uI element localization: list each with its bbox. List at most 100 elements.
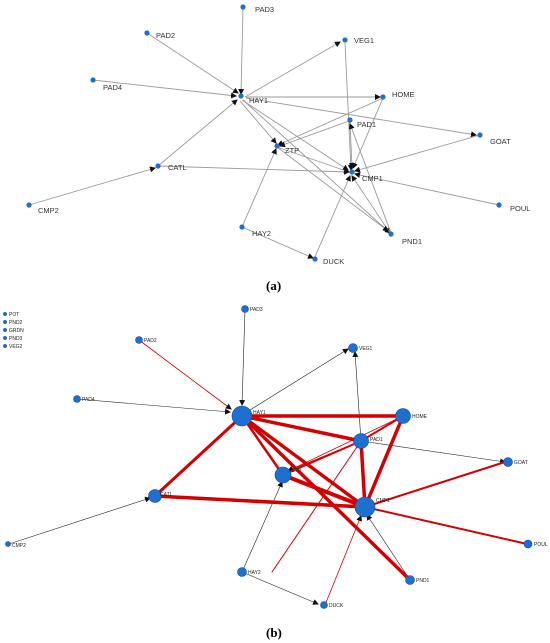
node-goat — [503, 457, 513, 467]
panel-a: PAD3 PAD2 VEG1 PAD4 HAY1 HOME PAD1 GOAT … — [26, 4, 530, 293]
node-isolated-5 — [3, 344, 7, 348]
node-duck — [320, 601, 328, 609]
edge — [364, 461, 506, 508]
label-ztp: ZTP — [292, 468, 302, 474]
label-goat: GOAT — [490, 137, 511, 146]
label-isolated-5: VEG2 — [9, 344, 23, 350]
edge — [242, 99, 391, 234]
edge — [279, 120, 350, 148]
label-duck: DUCK — [329, 603, 344, 609]
edge — [241, 481, 283, 573]
label-veg1: VEG1 — [359, 346, 373, 352]
edge — [241, 99, 349, 171]
edge — [344, 42, 354, 171]
panel-b-thin-red-edges — [138, 339, 404, 606]
label-duck: DUCK — [323, 257, 344, 266]
node-hay1 — [238, 93, 244, 99]
panel-b: POT PND2 GRDN PND3 VEG2 PAD3 PAD2 VEG1 P… — [3, 305, 548, 640]
edge — [157, 165, 350, 175]
edge — [92, 79, 237, 99]
panel-b-black-edges — [8, 309, 506, 605]
node-pad1 — [353, 433, 369, 449]
node-hay2 — [239, 224, 245, 230]
panel-a-labels: PAD3 PAD2 VEG1 PAD4 HAY1 HOME PAD1 GOAT … — [38, 5, 530, 266]
edge — [351, 175, 391, 234]
node-pad3 — [240, 4, 246, 10]
label-catl: CATL — [168, 163, 187, 172]
label-pad2: PAD2 — [156, 31, 175, 40]
edge — [240, 414, 285, 477]
label-isolated-3: GRDN — [9, 328, 24, 334]
node-isolated-3 — [3, 328, 7, 332]
panel-b-nodes — [3, 305, 533, 609]
label-hay1: HAY1 — [249, 96, 268, 105]
isolated-labels: POT PND2 GRDN PND3 VEG2 — [9, 312, 24, 350]
edge — [240, 414, 367, 509]
edge — [76, 398, 231, 415]
edge — [359, 439, 367, 509]
edge — [354, 172, 500, 206]
edge — [324, 515, 362, 606]
panel-b-labels: PAD3 PAD2 VEG1 PAD4 HAY1 HOME PAD1 GOAT … — [12, 307, 548, 609]
node-home — [395, 408, 411, 424]
node-pad2 — [135, 336, 143, 344]
panel-a-edges — [28, 7, 500, 260]
edge — [153, 494, 367, 509]
node-poul — [496, 202, 502, 208]
node-catl — [155, 163, 161, 169]
edge — [363, 414, 405, 509]
edge — [281, 473, 367, 509]
label-pad2: PAD2 — [144, 338, 157, 344]
edge — [245, 97, 477, 138]
node-pad4 — [73, 395, 81, 403]
edge — [348, 123, 392, 234]
edge — [313, 175, 351, 260]
edge — [282, 440, 362, 476]
caption-a: (a) — [266, 278, 281, 293]
edge — [366, 514, 411, 581]
node-poul — [523, 539, 533, 549]
edge — [244, 41, 341, 98]
edge — [241, 571, 319, 605]
node-goat — [477, 132, 483, 138]
node-pnd1 — [405, 575, 415, 585]
label-isolated-4: PND3 — [9, 336, 23, 342]
caption-b: (b) — [266, 625, 282, 640]
label-pad3: PAD3 — [250, 307, 263, 313]
label-pad4: PAD4 — [103, 83, 122, 92]
node-isolated-1 — [3, 312, 7, 316]
edge — [276, 146, 389, 232]
edge — [277, 97, 384, 146]
edge — [287, 415, 404, 472]
edge — [241, 348, 349, 416]
node-isolated-2 — [3, 320, 7, 324]
label-isolated-1: POT — [9, 312, 19, 318]
label-pad1: PAD1 — [357, 120, 376, 129]
node-pad1 — [347, 117, 353, 123]
panel-a-nodes — [26, 4, 502, 262]
label-catl: CATL — [160, 492, 173, 498]
edge — [153, 414, 244, 498]
edge — [360, 440, 506, 465]
edge — [360, 415, 404, 442]
node-isolated-4 — [3, 336, 7, 340]
label-home: HOME — [412, 414, 428, 420]
edge — [238, 7, 245, 95]
node-hay1 — [231, 405, 253, 427]
edge — [240, 414, 412, 582]
label-pnd1: PND1 — [402, 237, 422, 246]
label-isolated-2: PND2 — [9, 320, 23, 326]
label-ztp: ZTP — [285, 146, 299, 155]
node-cmp1 — [354, 496, 376, 518]
label-pnd1: PND1 — [416, 578, 430, 584]
label-hay2: HAY2 — [248, 570, 261, 576]
edge — [364, 506, 528, 545]
label-pad1: PAD1 — [370, 437, 383, 443]
node-cmp2 — [5, 541, 11, 547]
edge — [8, 496, 151, 545]
node-ztp — [274, 143, 280, 149]
edge — [28, 166, 156, 206]
edge — [157, 99, 238, 167]
label-goat: GOAT — [514, 460, 528, 466]
